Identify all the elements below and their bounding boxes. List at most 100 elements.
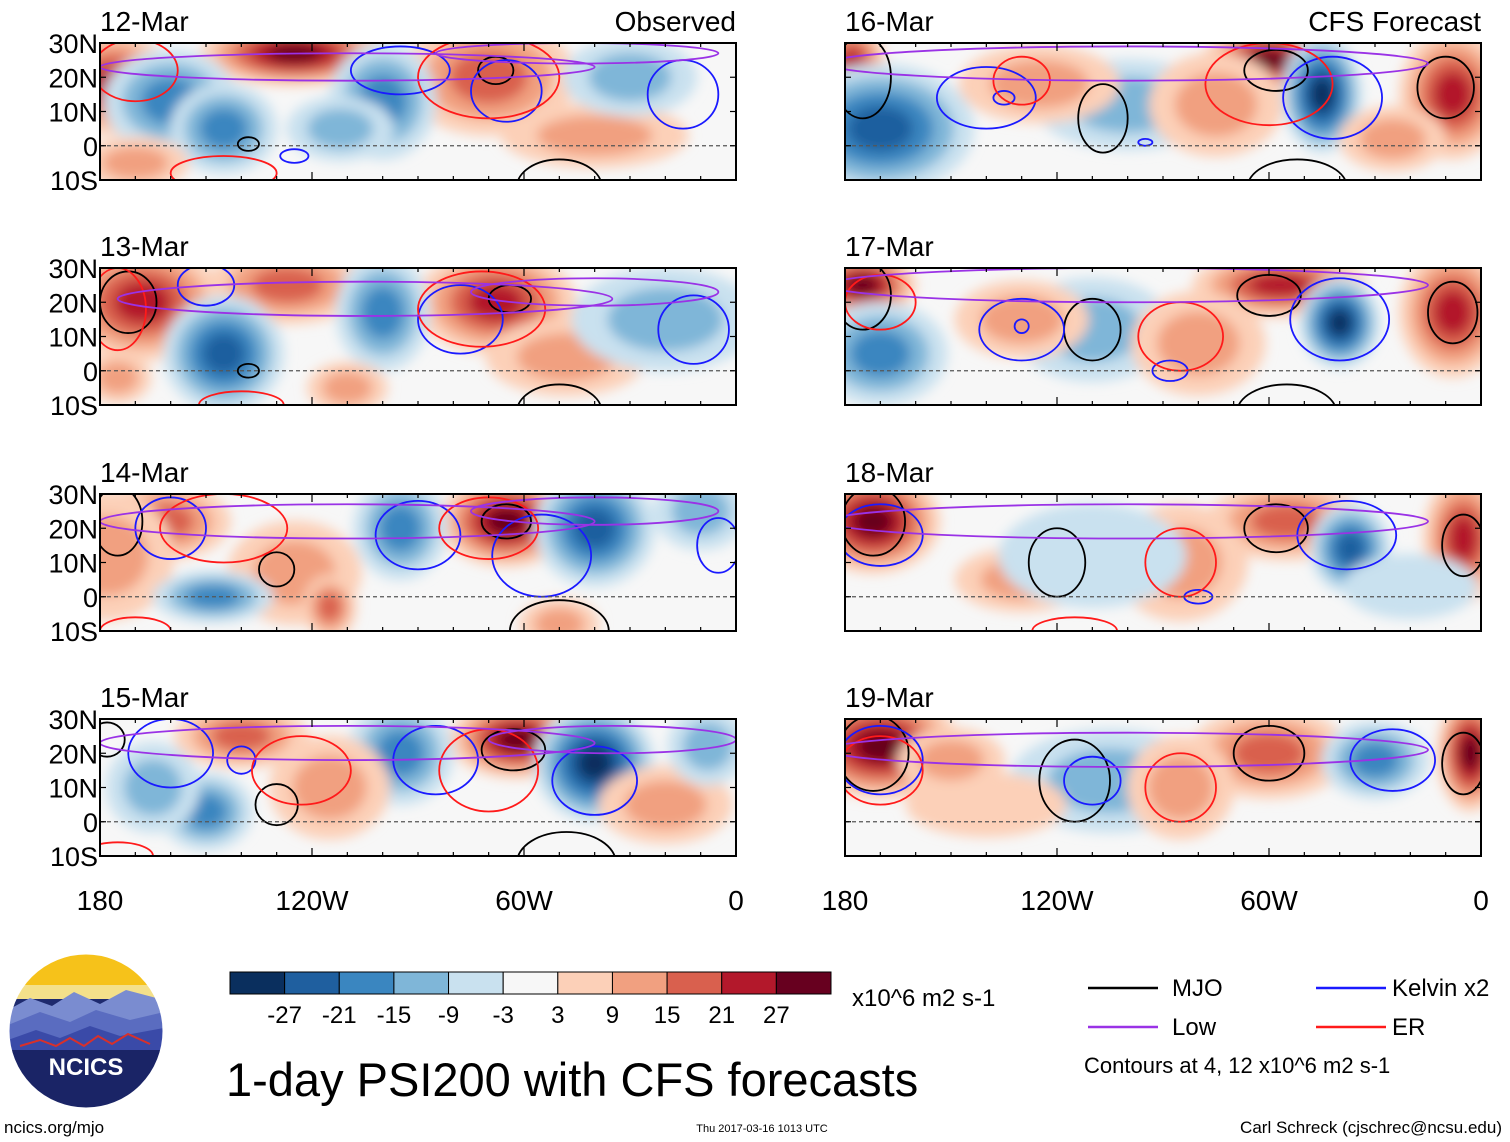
panel-date: 12-Mar <box>100 6 189 37</box>
contour-kelvin-x2 <box>417 284 504 355</box>
anomaly-blob <box>102 146 169 179</box>
contour-kelvin-x2 <box>1289 277 1391 362</box>
contour-mjo <box>1077 83 1129 154</box>
contour-kelvin-x2 <box>1137 137 1154 147</box>
contour-low <box>845 503 1429 540</box>
contour-kelvin-x2 <box>1282 55 1383 140</box>
footer-timestamp: Thu 2017-03-16 1013 UTC <box>696 1123 828 1135</box>
contour-er <box>251 735 352 806</box>
y-tick-label: 0 <box>83 132 98 162</box>
panel-date: 17-Mar <box>845 231 934 262</box>
anomaly-blob <box>114 281 171 323</box>
contour-er <box>417 270 547 348</box>
contour-mjo <box>236 362 260 379</box>
contour-low <box>116 280 614 317</box>
anomaly-blob <box>124 759 182 816</box>
colorbar-swatch <box>502 971 559 995</box>
contour-mjo <box>845 43 892 120</box>
y-tick-label: 30N <box>48 254 98 284</box>
contour-kelvin-x2 <box>978 297 1065 362</box>
contour-mjo <box>517 383 602 405</box>
contour-mjo <box>1237 383 1336 405</box>
y-tick-label: 0 <box>83 357 98 387</box>
contour-low <box>434 43 720 65</box>
contour-kelvin-x2 <box>374 499 462 571</box>
colorbar: -27 -21 -15 -9 -3 3 9 15 21 27 <box>229 971 832 1029</box>
contour-kelvin-x2 <box>551 745 638 816</box>
anomaly-blob <box>847 105 914 152</box>
anomaly-blob <box>100 361 139 394</box>
contour-er <box>1204 43 1334 127</box>
anomaly-blob <box>1233 733 1305 774</box>
colorbar-tick-label: 3 <box>551 1002 564 1029</box>
x-tick-label: 180 <box>77 885 124 916</box>
colorbar-tick-label: -3 <box>493 1002 514 1029</box>
contour-mjo <box>236 136 260 152</box>
anomaly-blob <box>361 286 404 339</box>
x-tick-label: 0 <box>1473 885 1489 916</box>
contour-kelvin-x2 <box>696 517 736 574</box>
panel-13-Mar: 30N 20N 10N 0 10S 13-Mar <box>48 231 737 421</box>
panel-date: 14-Mar <box>100 457 189 488</box>
panel-18-Mar: 18-Mar <box>844 457 1482 632</box>
footer-author: Carl Schreck (cjschrec@ncsu.edu) <box>1240 1118 1502 1137</box>
colorbar-units-label: x10^6 m2 s-1 <box>852 985 995 1012</box>
contour-kelvin-x2 <box>657 294 730 365</box>
contour-mjo <box>1441 731 1481 796</box>
contour-kelvin-x2 <box>845 724 924 796</box>
anomaly-blob <box>607 287 724 352</box>
colorbar-tick-label: -9 <box>438 1002 459 1029</box>
column-title: Observed <box>615 6 736 37</box>
contour-er <box>100 268 147 352</box>
legend-label-er: ER <box>1392 1014 1425 1041</box>
legend-label-mjo: MJO <box>1172 975 1223 1002</box>
y-tick-label: 10N <box>48 549 98 579</box>
anomaly-blob <box>1343 553 1478 620</box>
contour-mjo <box>1243 48 1309 92</box>
y-tick-label: 30N <box>48 480 98 510</box>
anomaly-blob <box>467 284 524 321</box>
y-tick-label: 10S <box>50 842 98 872</box>
colorbar-swatch <box>557 971 613 995</box>
y-tick-label: 20N <box>48 514 98 544</box>
anomaly-blob <box>1249 273 1310 297</box>
anomaly-blob <box>307 108 374 149</box>
contour-mjo <box>1248 158 1347 180</box>
colorbar-swatch <box>284 971 340 995</box>
anomaly-blob <box>573 507 616 549</box>
anomaly-blob <box>1460 736 1480 770</box>
y-tick-label: 20N <box>48 63 98 93</box>
x-tick-label: 120W <box>275 885 349 916</box>
anomaly-blob <box>1157 311 1240 376</box>
anomaly-blob <box>251 268 324 303</box>
y-tick-label: 20N <box>48 288 98 318</box>
legend-label-low: Low <box>1172 1014 1217 1041</box>
anomaly-blob <box>202 333 245 374</box>
anomaly-blob <box>449 51 528 104</box>
panel-16-Mar: 16-Mar CFS Forecast <box>844 6 1482 181</box>
x-tick-label: 60W <box>495 885 553 916</box>
contour-mjo <box>1038 738 1111 823</box>
contour-er <box>845 735 924 806</box>
panel-12-Mar: 30N 20N 10N 0 10S 12-Mar Observed <box>48 6 737 196</box>
contour-mjo <box>517 158 602 180</box>
anomaly-blob <box>1336 532 1365 565</box>
panel-19-Mar: 19-Mar <box>844 682 1482 857</box>
contour-kelvin-x2 <box>845 503 924 567</box>
y-tick-label: 30N <box>48 29 98 59</box>
anomaly-blob <box>671 494 730 536</box>
anomaly-blob <box>1434 289 1472 336</box>
colorbar-swatch <box>393 971 450 995</box>
contour-er <box>159 494 289 564</box>
contour-mjo <box>1243 503 1309 554</box>
anomaly-blob <box>322 371 373 404</box>
anomaly-blob <box>577 746 612 781</box>
anomaly-blob <box>1147 755 1214 820</box>
colorbar-tick-label: -27 <box>267 1002 302 1029</box>
anomaly-blob <box>536 115 653 156</box>
contour-kelvin-x2 <box>1349 728 1436 792</box>
y-tick-label: 10S <box>50 166 98 196</box>
contour-mjo <box>1427 280 1479 345</box>
anomaly-blob <box>998 503 1187 608</box>
contour-low <box>845 268 1429 304</box>
